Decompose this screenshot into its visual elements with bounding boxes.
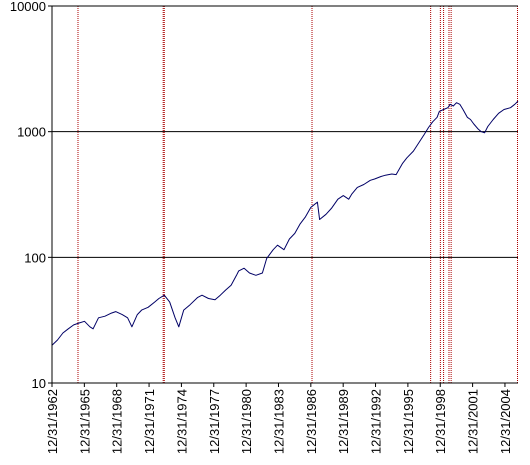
gridlines — [52, 131, 518, 258]
y-tick-label: 10 — [32, 376, 46, 391]
x-tick-label: 12/31/1977 — [207, 389, 222, 454]
x-tick-label: 12/31/1968 — [110, 389, 125, 454]
series-layer — [51, 100, 519, 346]
x-tick-labels: 12/31/1962 12/31/1965 12/31/1968 12/31/1971… — [45, 383, 513, 454]
x-tick-label: 12/31/1989 — [336, 389, 351, 454]
plot-area — [52, 6, 518, 383]
x-tick-label: 12/31/1983 — [272, 389, 287, 454]
x-tick-label: 12/31/2004 — [498, 389, 513, 454]
x-tick-label: 12/31/2001 — [466, 389, 481, 454]
x-tick-label: 12/31/1998 — [433, 389, 448, 454]
y-tick-labels: 10 100 1000 10000 — [10, 0, 52, 391]
x-tick-label: 12/31/1992 — [369, 389, 384, 454]
x-tick-label: 12/31/1986 — [304, 389, 319, 454]
x-tick-label: 12/31/1971 — [142, 389, 157, 454]
y-tick-label: 10000 — [10, 0, 46, 14]
x-tick-label: 12/31/1980 — [239, 389, 254, 454]
x-tick-label: 12/31/1965 — [77, 389, 92, 454]
y-tick-label: 100 — [24, 250, 46, 265]
x-tick-label: 12/31/1962 — [45, 389, 60, 454]
y-tick-label: 1000 — [17, 125, 46, 140]
x-tick-label: 12/31/1974 — [174, 389, 189, 454]
event-lines — [77, 6, 518, 383]
series-line-0 — [51, 100, 519, 346]
x-tick-label: 12/31/1995 — [401, 389, 416, 454]
